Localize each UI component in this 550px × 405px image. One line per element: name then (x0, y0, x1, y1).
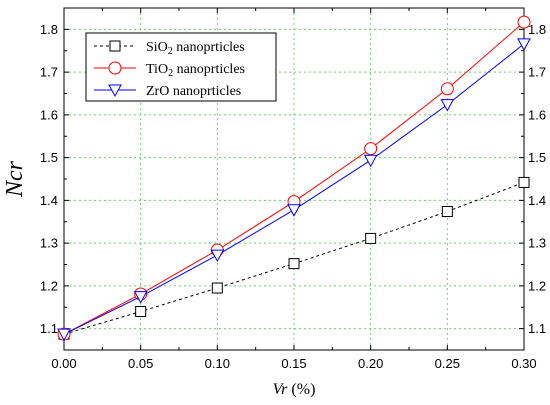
x-tick-label: 0.05 (128, 356, 153, 371)
data-point (440, 82, 454, 96)
data-point (441, 205, 453, 217)
x-tick-label: 0.15 (281, 356, 306, 371)
data-point (57, 328, 71, 342)
legend-marker (108, 61, 122, 75)
y-tick-label: 1.4 (40, 193, 58, 208)
axis-ticks: 0.00 0.05 0.10 0.15 0.20 0.25 0.30 1.1 1.1 1.2 1.2… (40, 8, 546, 371)
x-tick-label: 0.30 (511, 356, 536, 371)
y-tick-label-right: 1.5 (528, 150, 546, 165)
data-point (517, 38, 531, 51)
data-point (440, 99, 455, 112)
x-tick-label: 0.20 (358, 356, 383, 371)
data-point (288, 258, 300, 270)
y-tick-label-right: 1.1 (528, 321, 546, 336)
y-tick-label-right: 1.6 (528, 107, 546, 122)
legend-marker (108, 84, 122, 98)
legend: SiO2 nanoprticles TiO2 nanoprticles ZrO na… (85, 32, 277, 102)
grid-lines (64, 8, 524, 350)
x-tick-label: 0.25 (435, 356, 460, 371)
legend-label: TiO2 nanoprticles (146, 62, 245, 79)
legend-label: ZrO nanoprticles (146, 84, 241, 99)
x-axis-unit: (%) (287, 381, 315, 398)
y-tick-label: 1.6 (40, 107, 58, 122)
legend-marker (109, 40, 121, 52)
data-point (211, 282, 223, 294)
y-tick-label: 1.8 (40, 22, 58, 37)
y-tick-label-right: 1.7 (528, 65, 546, 80)
y-tick-label-right: 1.4 (528, 193, 546, 208)
series-lines (57, 15, 531, 342)
y-tick-label: 1.1 (40, 321, 58, 336)
y-tick-label-right: 1.8 (528, 22, 546, 37)
data-point (287, 204, 301, 217)
data-point (210, 249, 225, 263)
data-point (518, 176, 530, 188)
data-point (135, 306, 147, 318)
x-tick-label: 0.10 (205, 356, 230, 371)
x-axis-variable: Vr (273, 381, 289, 398)
series-2 (57, 38, 531, 342)
y-tick-label-right: 1.3 (528, 236, 546, 251)
x-tick-label: 0.00 (51, 356, 76, 371)
data-point (133, 291, 148, 304)
data-point (363, 154, 378, 168)
y-tick-label-right: 1.2 (528, 278, 546, 293)
legend-label: SiO2 nanoprticles (146, 40, 245, 57)
y-tick-label: 1.3 (40, 236, 58, 251)
data-point (517, 15, 531, 29)
y-tick-label: 1.5 (40, 150, 58, 165)
y-tick-label: 1.7 (40, 65, 58, 80)
data-point (365, 232, 377, 244)
x-axis-title: Vr (%) (273, 381, 316, 398)
y-axis-title: Ncr (2, 160, 28, 198)
y-tick-label: 1.2 (40, 278, 58, 293)
data-point (364, 142, 378, 156)
